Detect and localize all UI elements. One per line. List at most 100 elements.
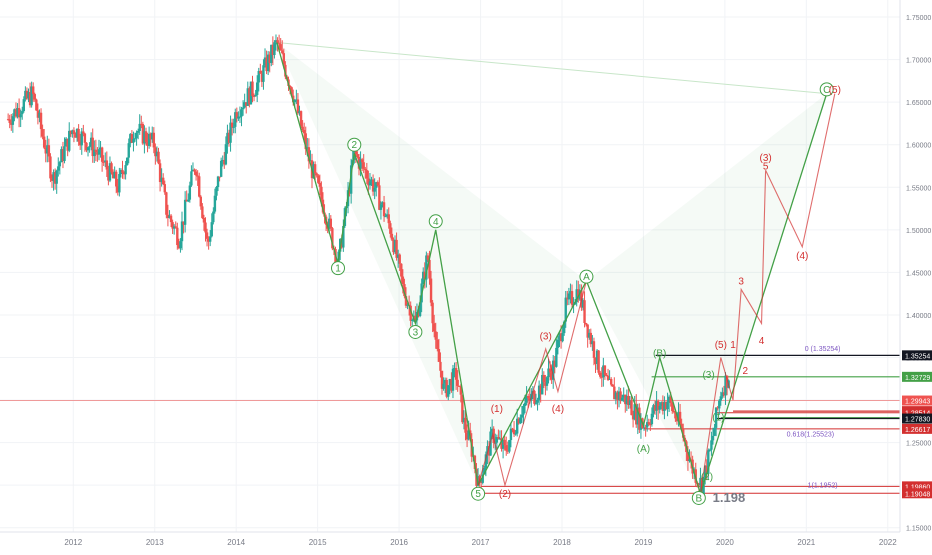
price-axis[interactable]: 1.75000 1.70000 1.65000 1.60000 1.55000 1.500… [899, 0, 932, 550]
candle-body [307, 147, 311, 162]
candle-body [205, 232, 209, 239]
candle-body [13, 109, 16, 117]
price-tick-label: 1.15000 [906, 526, 931, 533]
candle-body [514, 433, 517, 435]
price-tag [902, 423, 932, 434]
candle-body [381, 202, 384, 205]
candle-body [246, 88, 249, 106]
candle-body [213, 195, 217, 212]
candle-body [699, 477, 702, 486]
candle-body [633, 404, 636, 420]
candle-body [94, 149, 98, 153]
candle-body [392, 239, 395, 253]
price-tick-label: 1.40000 [906, 313, 931, 320]
candle-body [331, 228, 334, 249]
candle-body [104, 160, 107, 162]
candle-body [262, 65, 265, 82]
candle-body [53, 172, 57, 184]
candle-body [425, 255, 428, 280]
candle-body [32, 86, 35, 95]
candle-body [398, 254, 401, 264]
candle-body [506, 450, 509, 452]
time-tick-label: 2022 [879, 538, 897, 547]
candle-body [622, 394, 625, 398]
candle-body [215, 186, 218, 196]
candle-body [495, 437, 499, 443]
candle-body [689, 459, 693, 461]
wave-label: 4 [433, 217, 439, 228]
candle-body [672, 410, 676, 413]
time-tick-label: 2016 [390, 538, 408, 547]
candle-body [115, 171, 118, 187]
horizontal-levels[interactable] [0, 354, 900, 494]
candle-body [25, 90, 29, 99]
harmonic-pattern [276, 42, 827, 494]
candle-body [172, 226, 176, 229]
candle-body [299, 111, 303, 127]
wave-label: 5 [763, 161, 769, 172]
candle-body [276, 40, 279, 44]
candle-body [545, 377, 549, 386]
candle-body [279, 44, 282, 51]
candle-body [426, 255, 430, 260]
candle-body [143, 131, 146, 144]
candle-body [255, 82, 259, 95]
candle-body [703, 465, 707, 478]
candle-body [500, 438, 503, 449]
candle-body [393, 239, 397, 253]
candle-body [705, 465, 708, 474]
candle-body [611, 384, 614, 387]
price-axis-background [900, 0, 932, 550]
candle-body [235, 112, 239, 119]
candle-body [497, 437, 500, 439]
candle-body [63, 146, 66, 161]
candle-body [635, 404, 638, 425]
candle-body [16, 108, 19, 117]
wave-label-circle [579, 269, 594, 284]
candle-body [265, 57, 268, 72]
candle-body [450, 379, 453, 391]
candle-body [525, 396, 528, 403]
fib-level-label: 1(1.1952) [808, 482, 838, 489]
candle-body [606, 375, 610, 380]
wave-label: 3 [413, 327, 419, 338]
candle-body [663, 401, 666, 411]
wave-lines[interactable] [276, 42, 836, 496]
candle-body [434, 331, 437, 340]
candle-body [721, 392, 724, 397]
candle-body [329, 218, 333, 229]
candle-body [464, 417, 467, 433]
candle-body [562, 321, 566, 334]
candle-body [481, 474, 484, 483]
wave-label: (2) [499, 489, 511, 500]
candle-body [702, 477, 705, 496]
candle-body [185, 199, 188, 202]
candle-body [553, 360, 556, 367]
wave-label: (3) [540, 332, 552, 343]
candle-body [72, 130, 76, 135]
time-tick-label: 2018 [553, 538, 571, 547]
candle-body [594, 357, 597, 364]
candle-body [188, 185, 192, 200]
time-axis[interactable]: 2012 2013 2014 2015 2016 2017 2018 2019 2020 2021… [0, 531, 900, 550]
price-tick-label: 1.50000 [906, 228, 931, 235]
candle-body [340, 238, 343, 248]
candle-body [174, 226, 177, 228]
candle-body [216, 176, 220, 187]
candle-body [484, 454, 488, 468]
candle-body [240, 109, 243, 117]
candle-body [591, 341, 594, 345]
candle-body [160, 177, 163, 183]
candle-body [719, 396, 723, 401]
price-tag-label: 1.32729 [905, 375, 930, 382]
candle-body [368, 181, 372, 186]
candle-body [431, 302, 434, 324]
candle-body [439, 361, 442, 371]
candle-body [422, 271, 425, 284]
candle-body [14, 109, 18, 117]
candle-body [82, 131, 85, 134]
candle-body [384, 216, 387, 218]
candle-body [349, 165, 353, 194]
